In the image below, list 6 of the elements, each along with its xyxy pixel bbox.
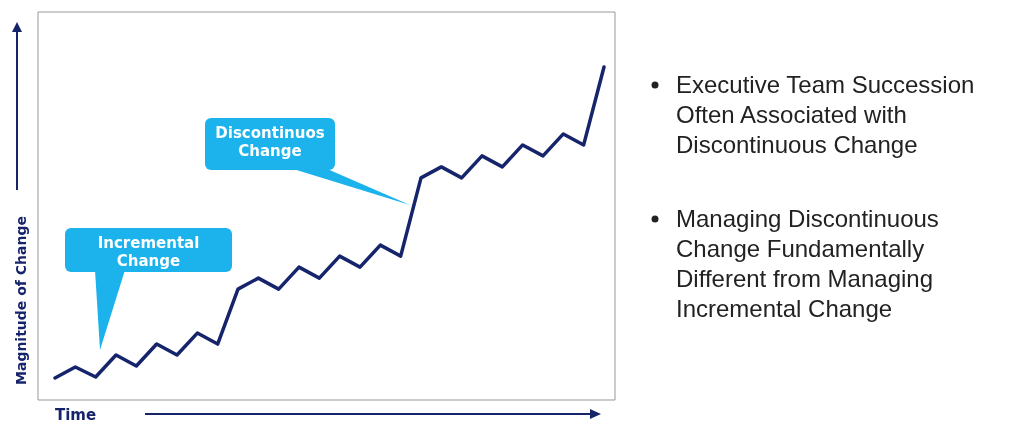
text: Managing Discontinuous Change Fundamentally Different from Managing Incremental Change (676, 205, 939, 322)
annotation: Incremental Change (97, 234, 200, 270)
x-axis-title: Time (55, 406, 97, 424)
y-axis-title: Magnitude of Change (13, 216, 29, 385)
text: Executive Team Succession Often Associated with Discontinuous Change (676, 71, 975, 158)
annotation: Discontinuos Change (215, 124, 325, 160)
